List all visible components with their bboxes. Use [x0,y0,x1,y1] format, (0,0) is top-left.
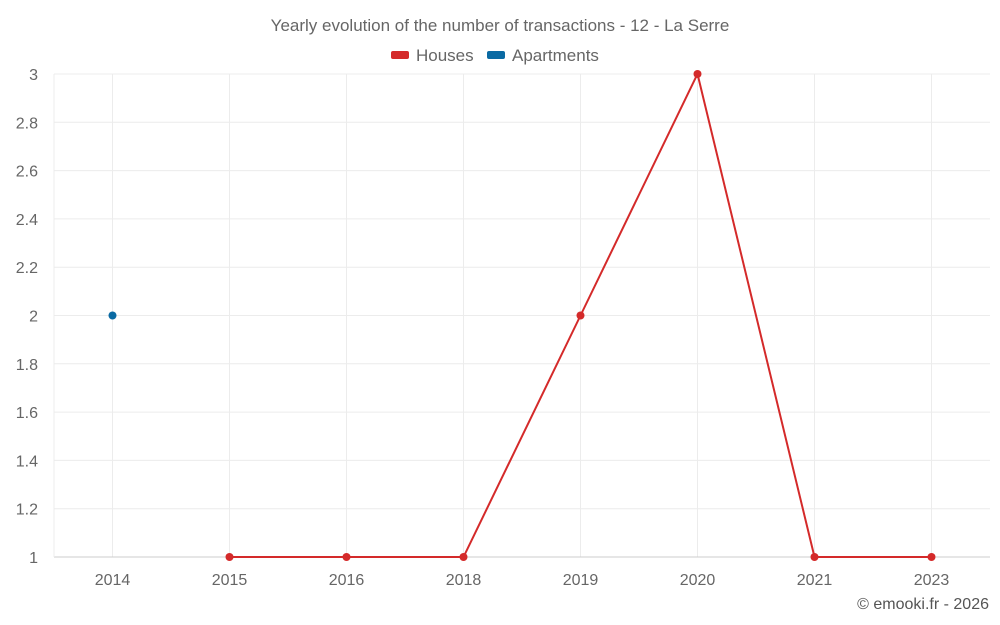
legend-label-houses: Houses [416,46,474,65]
y-tick-label: 2.2 [16,260,38,277]
x-tick-label: 2020 [680,572,716,589]
data-point-apartments[interactable] [108,311,117,320]
tick-labels: 1 1.2 1.4 1.6 1.8 2 2.2 2.4 2.6 2.8 3 2014 2015 2016 2… [16,67,950,589]
data-point-houses[interactable] [342,553,351,561]
x-tick-label: 2014 [95,572,131,589]
y-tick-label: 1 [29,550,38,567]
series-apartments [108,311,117,320]
data-point-houses[interactable] [693,70,702,78]
grid-lines [54,73,990,557]
legend-label-apartments: Apartments [512,46,599,65]
credit-text: © emooki.fr - 2026 [857,596,989,613]
x-tick-label: 2019 [563,572,599,589]
x-tick-label: 2015 [212,572,248,589]
y-tick-label: 1.2 [16,502,38,519]
series-houses [225,70,936,561]
x-tick-label: 2021 [797,572,833,589]
y-tick-label: 1.8 [16,357,38,374]
plot-area [108,70,936,561]
legend: Houses Apartments [391,46,599,65]
legend-item-apartments[interactable]: Apartments [487,46,599,65]
x-tick-label: 2023 [914,572,950,589]
y-tick-label: 2.6 [16,164,38,181]
x-tick-label: 2016 [329,572,365,589]
data-point-houses[interactable] [459,553,468,561]
y-tick-label: 1.4 [16,453,38,470]
data-point-houses[interactable] [810,553,819,561]
x-tick-label: 2018 [446,572,482,589]
legend-swatch-houses [391,51,409,59]
legend-item-houses[interactable]: Houses [391,46,474,65]
y-tick-label: 2.4 [16,212,38,229]
y-tick-label: 2.8 [16,115,38,132]
data-point-houses[interactable] [576,311,585,320]
y-tick-label: 3 [29,67,38,84]
y-tick-label: 1.6 [16,405,38,422]
y-tick-label: 2 [29,309,38,326]
legend-swatch-apartments [487,51,505,59]
data-point-houses[interactable] [927,553,936,561]
chart-title: Yearly evolution of the number of transa… [271,16,730,35]
data-point-houses[interactable] [225,553,234,561]
